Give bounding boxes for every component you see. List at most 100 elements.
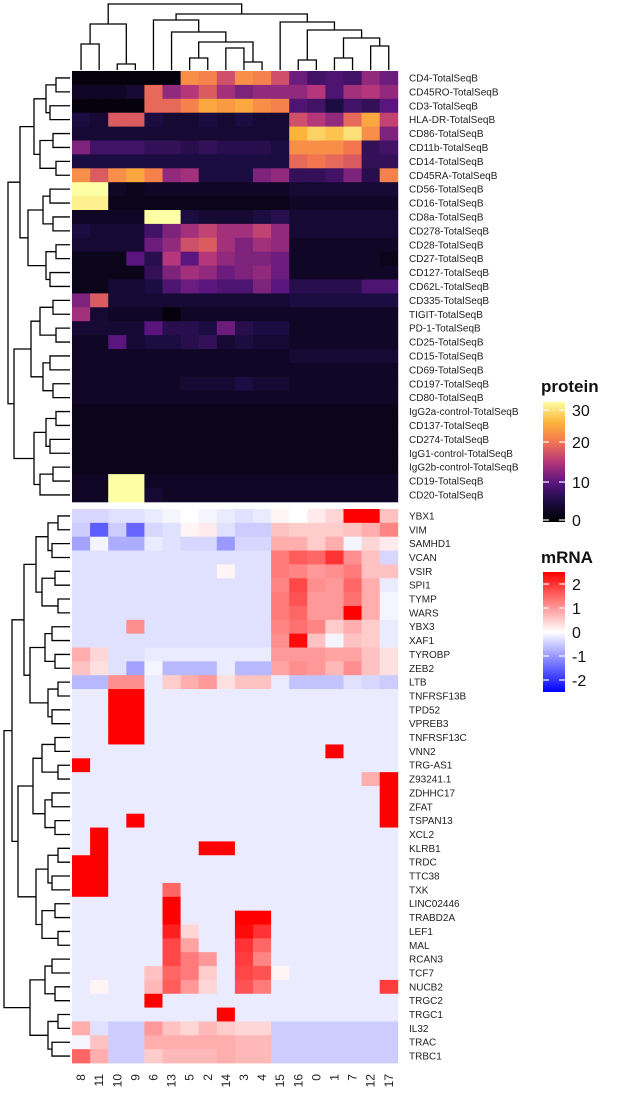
mrna-cell (253, 993, 272, 1008)
mrna-row-label: TRAC (409, 1038, 436, 1049)
mrna-cell (307, 827, 326, 842)
protein-cell (343, 321, 362, 336)
protein-cell (90, 488, 109, 503)
mrna-cell (90, 924, 109, 939)
protein-cell (307, 349, 326, 364)
protein-cell (361, 488, 381, 503)
mrna-cell (253, 675, 272, 690)
protein-cell (144, 126, 163, 141)
protein-cell (198, 418, 218, 433)
mrna-cell (289, 550, 308, 565)
protein-cell (325, 460, 344, 475)
protein-cell (198, 210, 218, 225)
mrna-cell (108, 647, 127, 662)
mrna-cell (162, 564, 181, 579)
protein-cell (90, 182, 109, 197)
mrna-cell (198, 772, 218, 787)
protein-row-label: CD15-TotalSeqB (409, 351, 484, 362)
protein-cell (253, 460, 272, 475)
mrna-cell (379, 952, 399, 967)
protein-cell (108, 349, 127, 364)
mrna-cell (144, 1021, 163, 1036)
mrna-cell (325, 1035, 344, 1050)
protein-cell (361, 321, 381, 336)
protein-cell (90, 251, 109, 266)
mrna-cell (379, 758, 399, 773)
protein-cell (289, 140, 308, 155)
mrna-cell (216, 1035, 236, 1050)
protein-cell (343, 349, 362, 364)
protein-cell (253, 488, 272, 503)
mrna-cell (108, 772, 127, 787)
protein-cell (198, 251, 218, 266)
protein-cell (126, 126, 145, 141)
mrna-cell (90, 993, 109, 1008)
protein-cell (198, 460, 218, 475)
protein-cell (126, 168, 145, 183)
protein-cell (379, 446, 399, 461)
column-dendrogram-path (80, 3, 390, 70)
mrna-cell (253, 689, 272, 704)
protein-cell (216, 98, 236, 114)
protein-cell (90, 265, 109, 280)
protein-cell (271, 432, 290, 447)
protein-cell (216, 279, 236, 294)
protein-cell (343, 488, 362, 503)
protein-cell (361, 140, 381, 155)
protein-cell (72, 154, 91, 169)
mrna-cell (144, 716, 163, 731)
protein-cell (289, 460, 308, 475)
mrna-cell (253, 799, 272, 815)
protein-cell (216, 71, 236, 86)
protein-cell (234, 307, 254, 322)
mrna-cell (216, 716, 236, 731)
mrna-cell (361, 1049, 381, 1064)
mrna-cell (361, 979, 381, 995)
protein-cell (90, 404, 109, 419)
protein-cell (361, 265, 381, 280)
protein-cell (144, 182, 163, 197)
mrna-cell (271, 979, 290, 995)
protein-cell (253, 335, 272, 350)
mrna-cell (325, 869, 344, 884)
protein-cell (72, 237, 91, 253)
mrna-cell (271, 744, 290, 759)
protein-cell (343, 251, 362, 266)
column-label: 17 (382, 1074, 396, 1088)
protein-row-label: CD11b-TotalSeqB (409, 143, 489, 154)
protein-cell (289, 251, 308, 266)
protein-cell (144, 223, 163, 239)
mrna-cell (90, 702, 109, 718)
column-label: 9 (128, 1074, 142, 1081)
mrna-cell (198, 578, 218, 593)
mrna-cell (144, 550, 163, 565)
mrna-cell (216, 633, 236, 648)
protein-cell (144, 71, 163, 86)
protein-cell (271, 98, 290, 114)
protein-cell (361, 432, 381, 447)
protein-cell (271, 488, 290, 503)
protein-cell (379, 223, 399, 239)
mrna-cell (216, 744, 236, 759)
protein-cell (361, 293, 381, 308)
protein-cell (126, 140, 145, 155)
protein-cell (180, 418, 200, 433)
protein-cell (108, 71, 127, 86)
mrna-cell (379, 633, 399, 648)
protein-cell (379, 432, 399, 447)
protein-cell (361, 154, 381, 169)
mrna-cell (90, 758, 109, 773)
protein-row-label: CD335-TotalSeqB (409, 296, 489, 307)
mrna-cell (325, 1049, 344, 1064)
mrna-cell (361, 633, 381, 648)
mrna-cell (162, 924, 181, 939)
mrna-cell (198, 1035, 218, 1050)
mrna-cell (325, 758, 344, 773)
protein-cell (361, 112, 381, 127)
protein-cell (289, 182, 308, 197)
protein-cell (198, 126, 218, 141)
mrna-cell (108, 1049, 127, 1064)
protein-cell (162, 140, 181, 155)
protein-row-label: CD278-TotalSeqB (409, 226, 489, 237)
mrna-cell (271, 550, 290, 565)
